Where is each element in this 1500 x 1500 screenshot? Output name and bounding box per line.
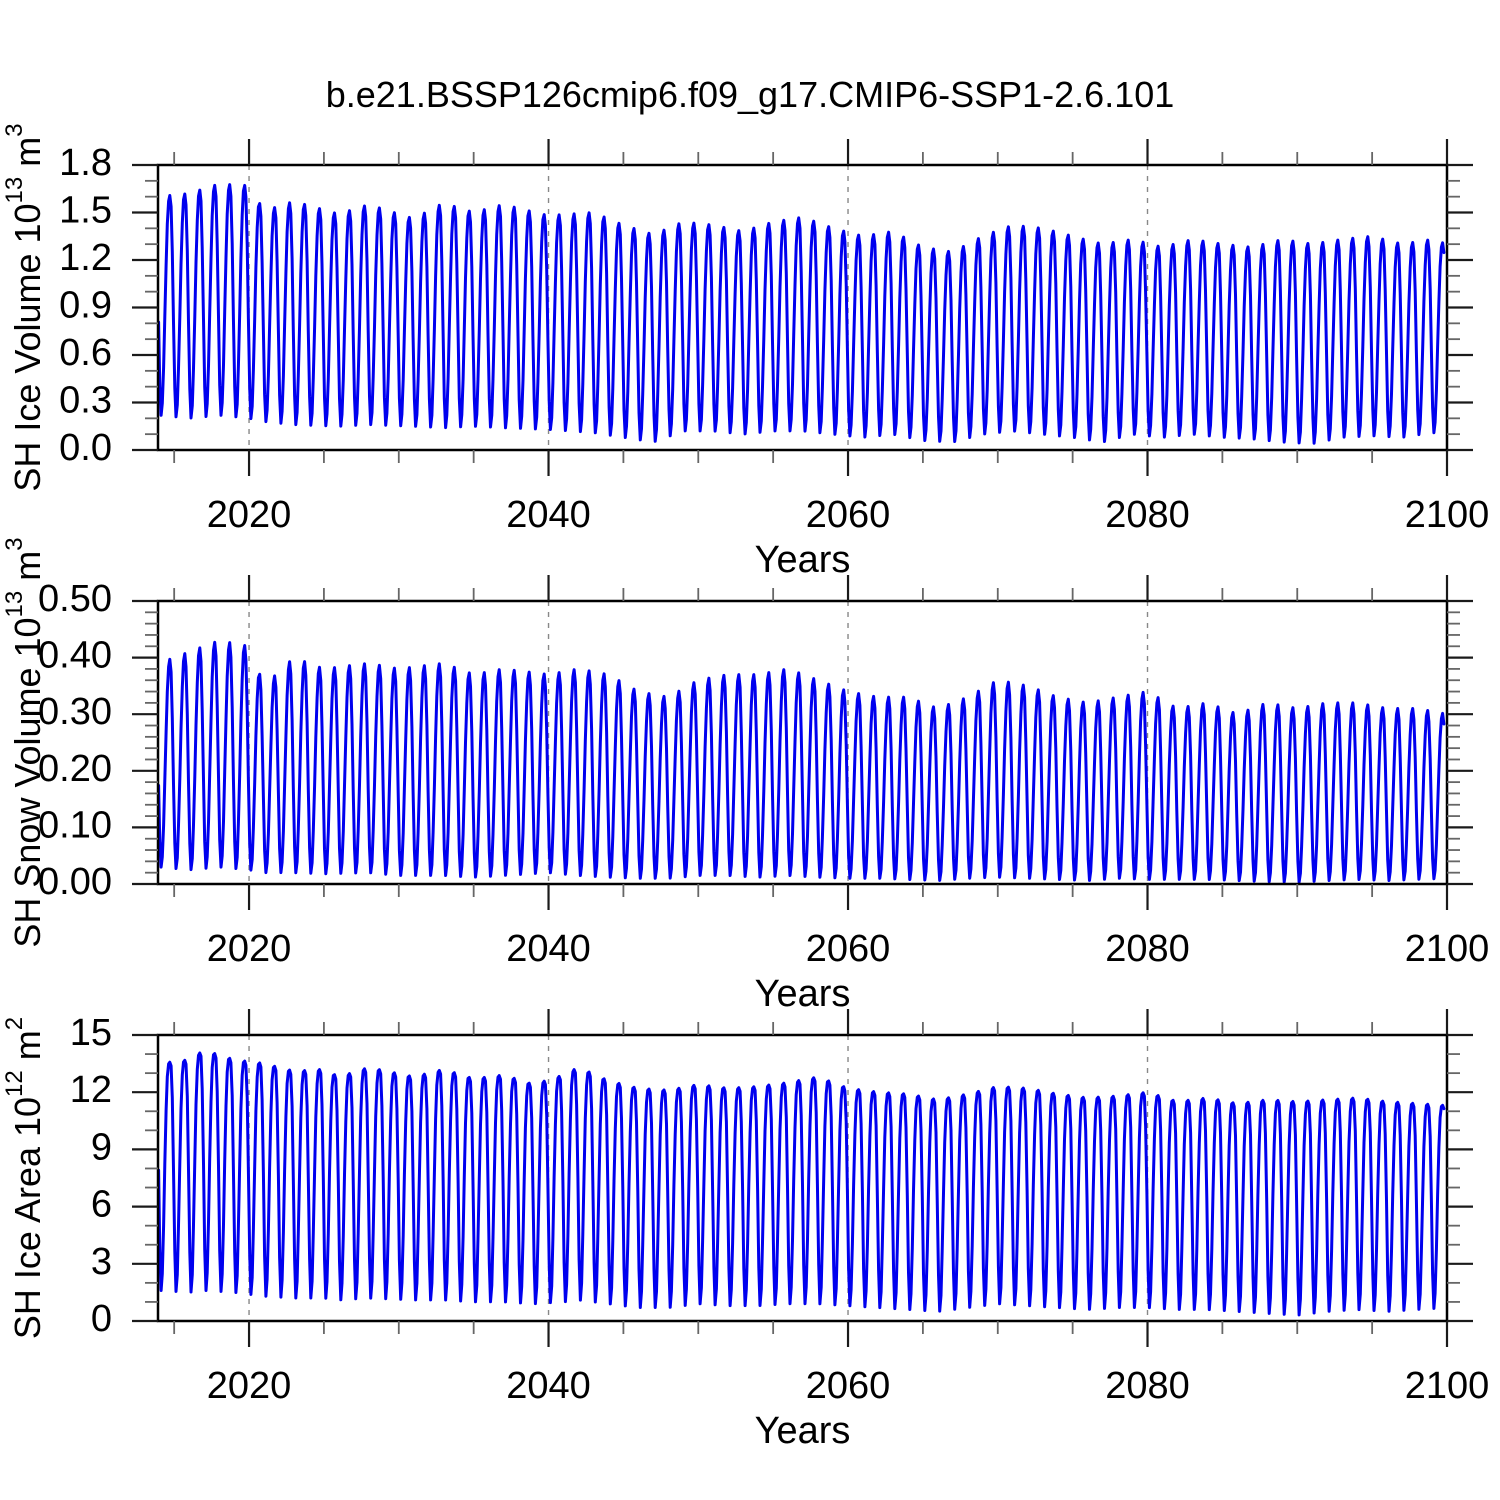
y-tick-label: 12 [70,1069,112,1111]
y-tick-label: 15 [70,1012,112,1054]
x-axis-title: Years [755,539,851,581]
y-tick-label: 0.0 [59,427,112,469]
y-tick-label: 0.20 [38,748,112,790]
x-tick-label: 2040 [506,928,591,970]
y-tick-label: 0.40 [38,635,112,677]
axis-frame [156,599,1449,886]
y-tick-label: 3 [91,1241,112,1283]
x-tick-label: 2060 [806,928,891,970]
x-tick-label: 2080 [1105,928,1190,970]
x-tick-label: 2020 [207,928,292,970]
x-axis-title: Years [755,973,851,1015]
y-tick-label: 0.10 [38,804,112,846]
y-tick-label: 0.30 [38,691,112,733]
x-tick-label: 2040 [506,1365,591,1407]
panel-sh-ice-volume: 2020 2040 2060 2080 2100 Years 0.0 0.3 0.6 0.9 1.2… [1,123,1489,581]
x-tick-label: 2060 [806,1365,891,1407]
series-line [158,1051,1446,1317]
y-tick-label: 9 [91,1126,112,1168]
y-axis-title: SH Snow Volume 1013 m3 [1,537,47,947]
y-tick-label: 1.5 [59,190,112,232]
y-tick-label: 0.3 [59,380,112,422]
x-tick-label: 2100 [1405,928,1490,970]
x-tick-label: 2020 [207,1365,292,1407]
y-tick-label: 0.50 [38,578,112,620]
x-tick-label: 2100 [1405,1365,1490,1407]
y-tick-label: 0.9 [59,285,112,327]
y-axis-title: SH Ice Area 1012 m2 [1,1017,47,1339]
series-line [158,640,1446,884]
plot-title: b.e21.BSSP126cmip6.f09_g17.CMIP6-SSP1-2.… [325,74,1175,115]
y-tick-label: 6 [91,1184,112,1226]
y-tick-label: 1.8 [59,142,112,184]
y-tick-label: 1.2 [59,237,112,279]
y-axis-title: SH Ice Volume 1013 m3 [1,123,47,491]
x-tick-label: 2040 [506,494,591,536]
x-tick-label: 2080 [1105,494,1190,536]
x-tick-label: 2100 [1405,494,1490,536]
axis-frame [156,1033,1449,1323]
x-tick-label: 2080 [1105,1365,1190,1407]
y-tick-label: 0.6 [59,332,112,374]
panel-sh-ice-area: 2020 2040 2060 2080 2100 Years 0 3 6 9 12 15 SH Ice … [1,1009,1489,1452]
x-axis-title: Years [755,1410,851,1452]
panel-sh-snow-volume: 2020 2040 2060 2080 2100 Years 0.00 0.10 0.20 0.3… [1,537,1489,1015]
x-tick-label: 2020 [207,494,292,536]
y-tick-label: 0.00 [38,861,112,903]
x-tick-label: 2060 [806,494,891,536]
y-tick-label: 0 [91,1298,112,1340]
series-line [158,183,1446,445]
